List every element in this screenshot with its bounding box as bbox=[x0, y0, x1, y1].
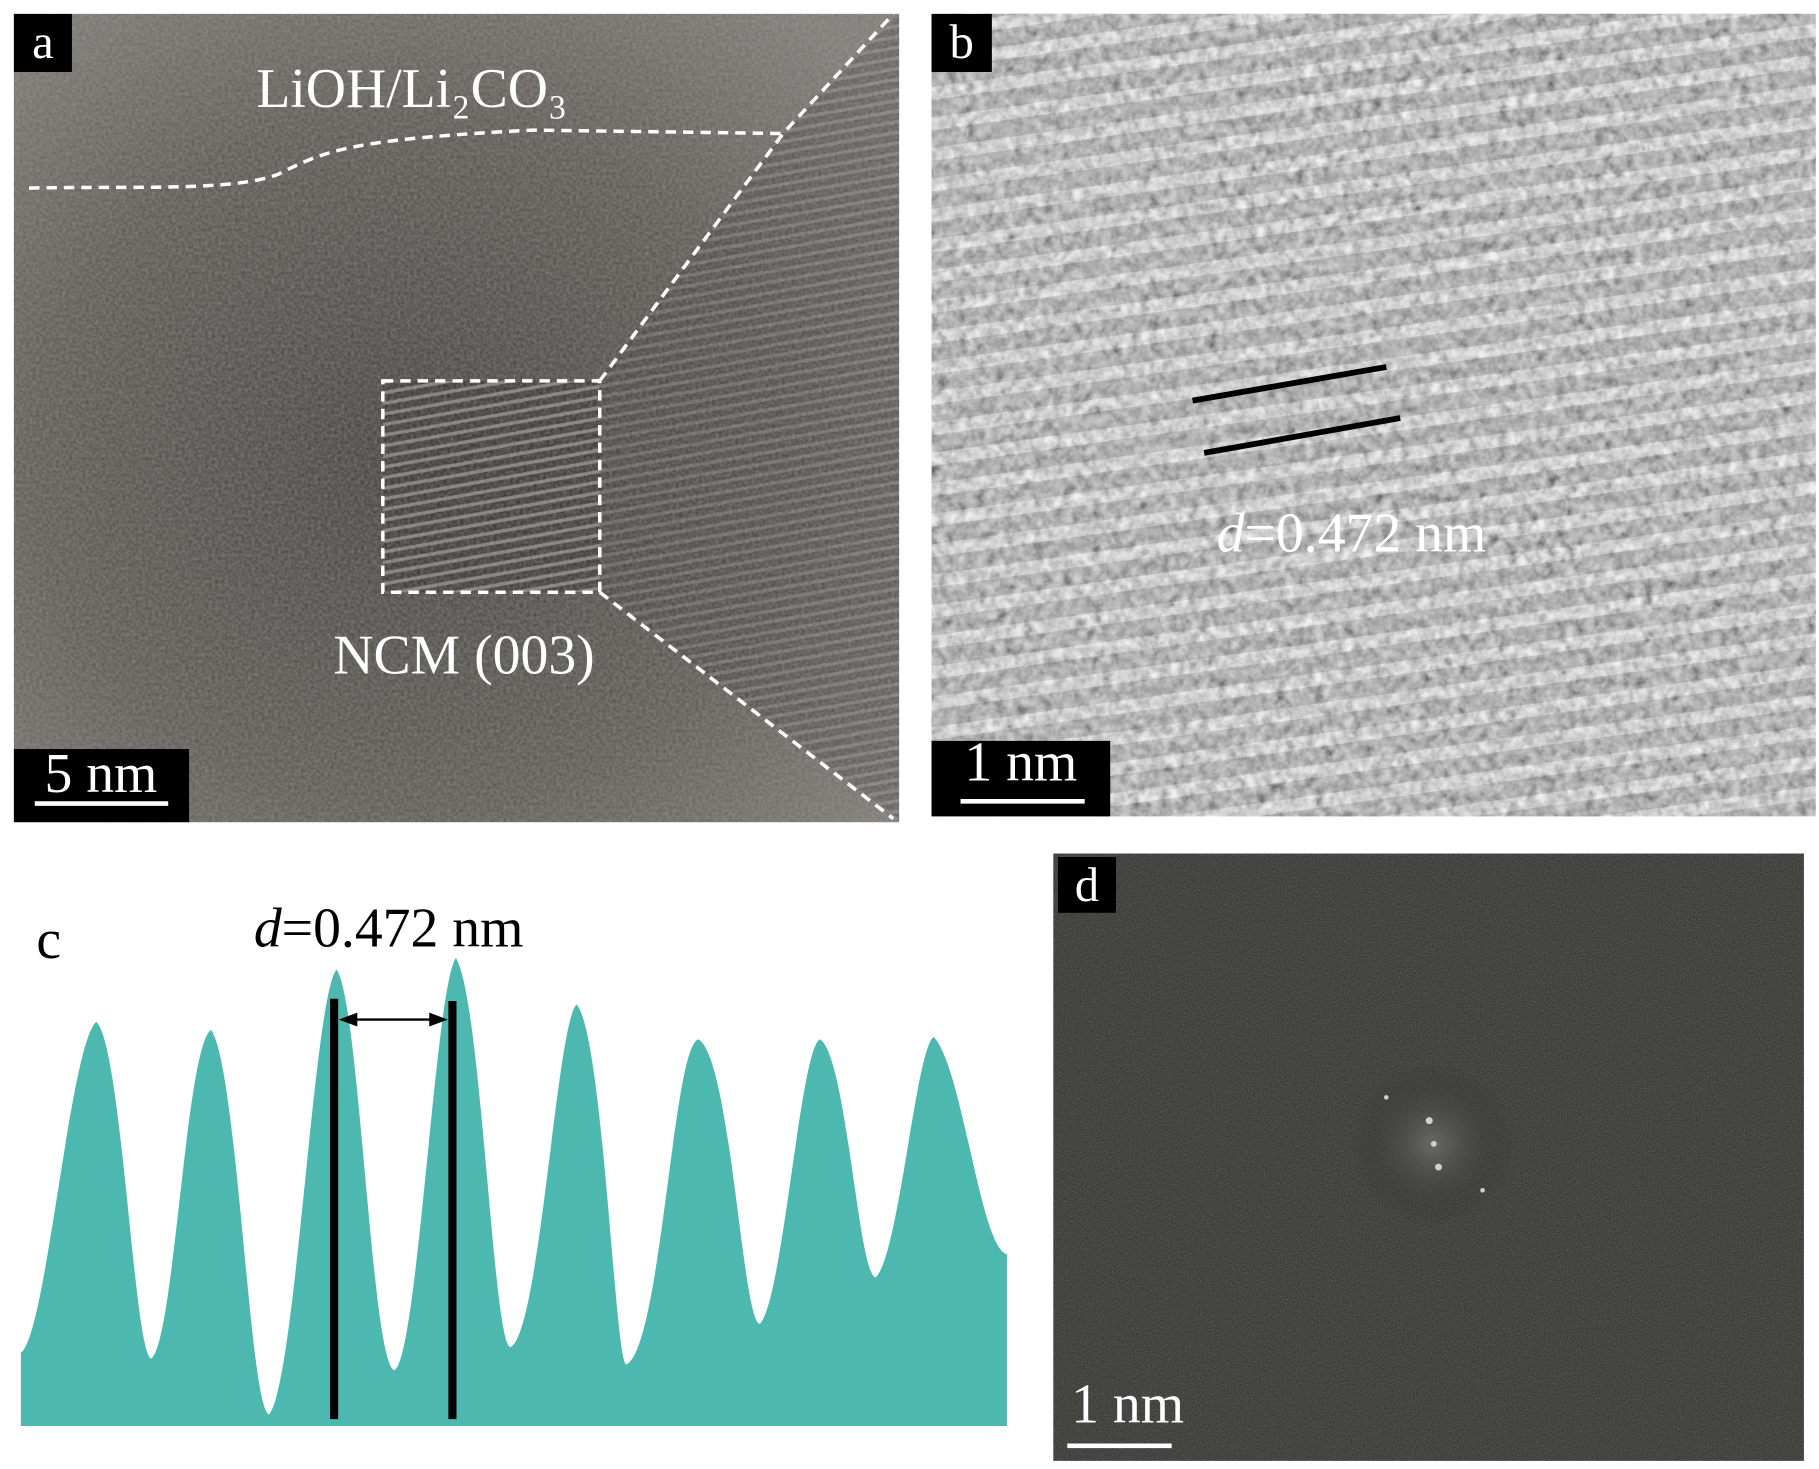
spacing-symbol: d bbox=[1217, 503, 1245, 565]
boundary-lines bbox=[28, 12, 895, 821]
label-box bbox=[13, 13, 72, 72]
spot bbox=[1480, 1187, 1485, 1193]
noise bbox=[931, 13, 1816, 817]
spacing-label: d=0.472 nm bbox=[254, 897, 524, 959]
interface-line bbox=[28, 128, 784, 190]
panel-label: a bbox=[32, 15, 54, 69]
spacing-value: =0.472 nm bbox=[1245, 503, 1487, 565]
panel-c: c d=0.472 nm bbox=[20, 897, 1007, 1427]
spot bbox=[1435, 1163, 1442, 1171]
phase-label: LiOH/Li₂CO₃ bbox=[256, 58, 567, 120]
spot bbox=[1425, 1117, 1433, 1125]
scale-bar-box bbox=[13, 749, 190, 823]
panel-a: a LiOH/Li₂CO₃ NCM (003) 5 nm bbox=[13, 12, 900, 823]
diffraction-spots bbox=[1383, 1095, 1485, 1193]
panel-b: b d=0.472 nm 1 nm bbox=[931, 13, 1816, 817]
label-box bbox=[931, 13, 992, 72]
panel-label: b bbox=[950, 15, 974, 69]
scale-bar-box bbox=[931, 740, 1111, 817]
intensity-profile bbox=[20, 958, 1007, 1427]
scale-bar-label: 1 nm bbox=[964, 731, 1077, 793]
fringe-marker bbox=[1203, 415, 1401, 456]
arrow-head bbox=[429, 1012, 448, 1027]
panel-label: d bbox=[1075, 858, 1099, 912]
spacing-value: =0.472 nm bbox=[282, 897, 524, 959]
spot bbox=[1383, 1095, 1389, 1100]
region-label: NCM (003) bbox=[333, 625, 594, 687]
spacing-symbol: d bbox=[254, 897, 282, 959]
panel-label: c bbox=[36, 909, 61, 971]
zoom-box bbox=[381, 379, 602, 594]
spot bbox=[1430, 1140, 1437, 1147]
spacing-label: d=0.472 nm bbox=[1217, 503, 1487, 565]
panel-d: d 1 nm bbox=[1053, 853, 1804, 1461]
label-box bbox=[1057, 857, 1116, 913]
arrow-head bbox=[338, 1012, 358, 1027]
scale-bar-label: 1 nm bbox=[1071, 1374, 1184, 1436]
scale-bar-label: 5 nm bbox=[44, 743, 157, 805]
noise bbox=[13, 13, 900, 823]
zoom-line bbox=[598, 590, 895, 821]
fringe-marker bbox=[1192, 364, 1387, 404]
